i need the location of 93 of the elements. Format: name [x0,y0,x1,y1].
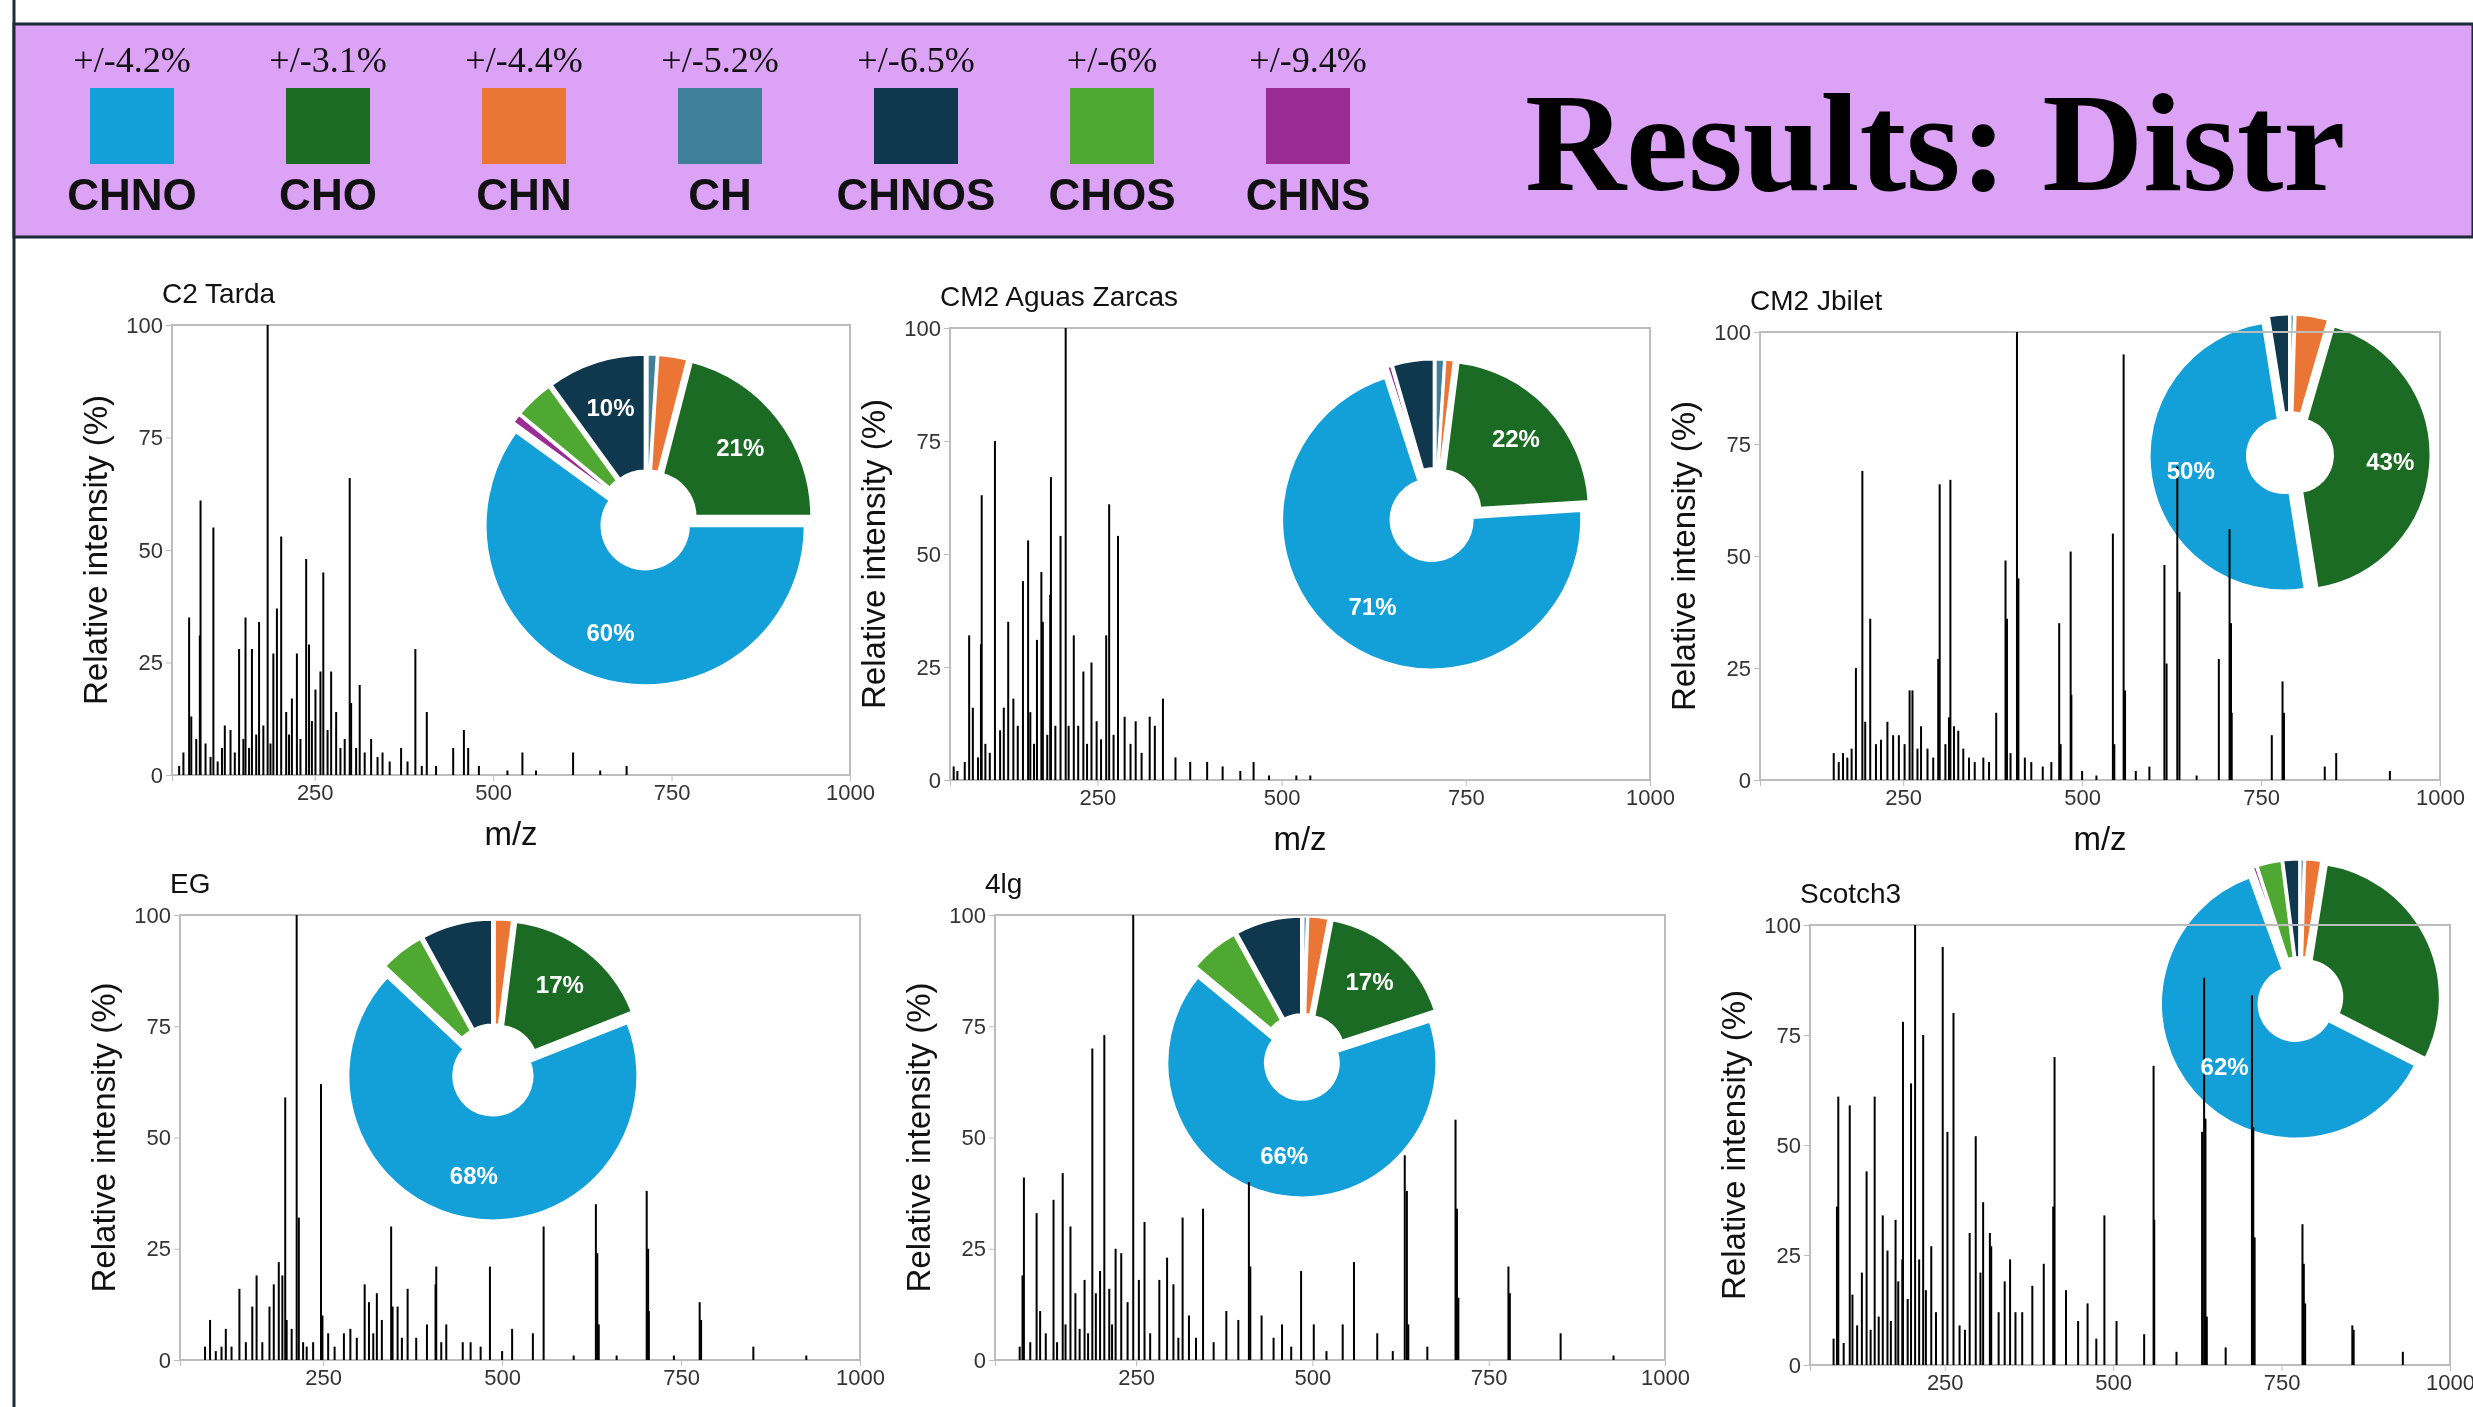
x-tick-label: 1000 [826,779,875,805]
chart-title: CM2 Jbilet [1750,285,1883,316]
data-label: 17% [1345,968,1394,996]
y-tick-label: 25 [1726,655,1751,681]
text: +/-4.4% [465,40,583,80]
y-tick-label: 0 [150,762,163,788]
x-tick-label: 500 [1294,1364,1332,1390]
chart-title: 4lg [985,868,1023,899]
y-tick-label: 25 [916,654,941,680]
x-tick-label: 1000 [2416,784,2465,810]
y-tick-label: 75 [1776,1022,1801,1048]
data-label: 21% [716,434,765,462]
y-tick-label: 0 [1738,767,1751,793]
x-tick-label: 1000 [1626,784,1675,810]
y-tick-label: 50 [146,1125,171,1151]
x-tick-label: 250 [305,1364,343,1390]
y-tick-label: 100 [1714,319,1751,345]
y-axis-title: Relative intensity (%) [1715,990,1752,1300]
data-label: 43% [2366,447,2415,475]
y-tick-label: 100 [904,315,941,341]
x-tick-label: 500 [475,779,513,805]
text: +/-9.4% [1249,40,1367,80]
text: +/-3.1% [269,40,387,80]
y-tick-label: 50 [916,541,941,567]
y-tick-label: 50 [1776,1132,1801,1158]
y-tick-label: 0 [928,767,941,793]
y-tick-label: 75 [146,1013,171,1039]
x-tick-label: 750 [1447,784,1485,810]
y-tick-label: 0 [973,1347,986,1373]
x-tick-label: 250 [1079,784,1117,810]
x-axis-title: m/z [484,815,538,852]
x-tick-label: 500 [484,1364,521,1390]
y-axis-title: Relative intensity (%) [1665,401,1702,711]
y-tick-label: 75 [961,1013,986,1039]
data-label: 68% [449,1162,498,1189]
x-tick-label: 250 [296,779,334,805]
data-label: 22% [1491,425,1540,453]
y-tick-label: 50 [138,537,163,563]
category-label: CHNS [1245,170,1371,219]
text: +/-5.2% [661,40,779,80]
data-label: 71% [1348,593,1397,621]
x-tick-label: 500 [2064,784,2101,810]
x-tick-label: 750 [1470,1364,1508,1390]
category-label: CHNOS [836,170,996,219]
y-tick-label: 0 [1788,1352,1801,1378]
x-tick-label: 750 [2263,1369,2301,1395]
x-tick-label: 500 [1263,784,1301,810]
x-tick-label: 750 [653,779,691,805]
chart-title: Scotch3 [1800,878,1902,909]
y-tick-label: 75 [1726,431,1751,457]
x-axis-title: m/z [1273,820,1327,857]
category-label: CHN [476,170,572,219]
chart-title: CM2 Aguas Zarcas [940,281,1179,312]
y-axis-title: Relative intensity (%) [855,399,892,709]
y-tick-label: 100 [1764,912,1801,938]
data-label: 66% [1260,1142,1309,1170]
y-axis-title: Relative intensity (%) [900,982,937,1293]
category-label: CHOS [1048,170,1176,219]
x-tick-label: 250 [1118,1364,1155,1390]
x-tick-label: 750 [663,1364,700,1390]
y-tick-label: 75 [138,425,163,451]
x-tick-label: 750 [2243,784,2280,810]
x-tick-label: 500 [2095,1369,2133,1395]
y-tick-label: 25 [146,1236,171,1262]
y-axis-title: Relative intensity (%) [85,982,122,1293]
y-tick-label: 100 [134,902,171,928]
text: +/-6% [1066,40,1158,80]
x-axis-title: m/z [2073,820,2127,857]
data-label: 60% [586,618,635,646]
y-tick-label: 25 [961,1236,986,1262]
data-label: 10% [586,394,635,422]
text: Results: Distr [1525,65,2346,220]
text: +/-4.2% [73,40,191,80]
y-tick-label: 75 [916,428,941,454]
x-tick-label: 250 [1885,784,1923,810]
chart-title: C2 Tarda [162,278,276,309]
y-tick-label: 0 [158,1347,171,1373]
y-tick-label: 25 [1776,1242,1801,1268]
y-tick-label: 50 [1726,543,1751,569]
text: +/-6.5% [857,40,975,80]
y-tick-label: 50 [961,1125,986,1151]
y-axis-title: Relative intensity (%) [77,395,114,705]
category-label: CHNO [67,170,197,219]
category-label: CHO [279,170,377,219]
data-label: 17% [535,971,584,999]
y-tick-label: 100 [949,902,986,928]
x-tick-label: 250 [1926,1369,1964,1395]
x-tick-label: 1000 [1641,1364,1690,1390]
x-tick-label: 1000 [836,1364,885,1390]
chart-title: EG [170,868,211,899]
y-tick-label: 100 [126,312,163,338]
y-tick-label: 25 [138,650,163,676]
category-label: CH [688,170,752,219]
